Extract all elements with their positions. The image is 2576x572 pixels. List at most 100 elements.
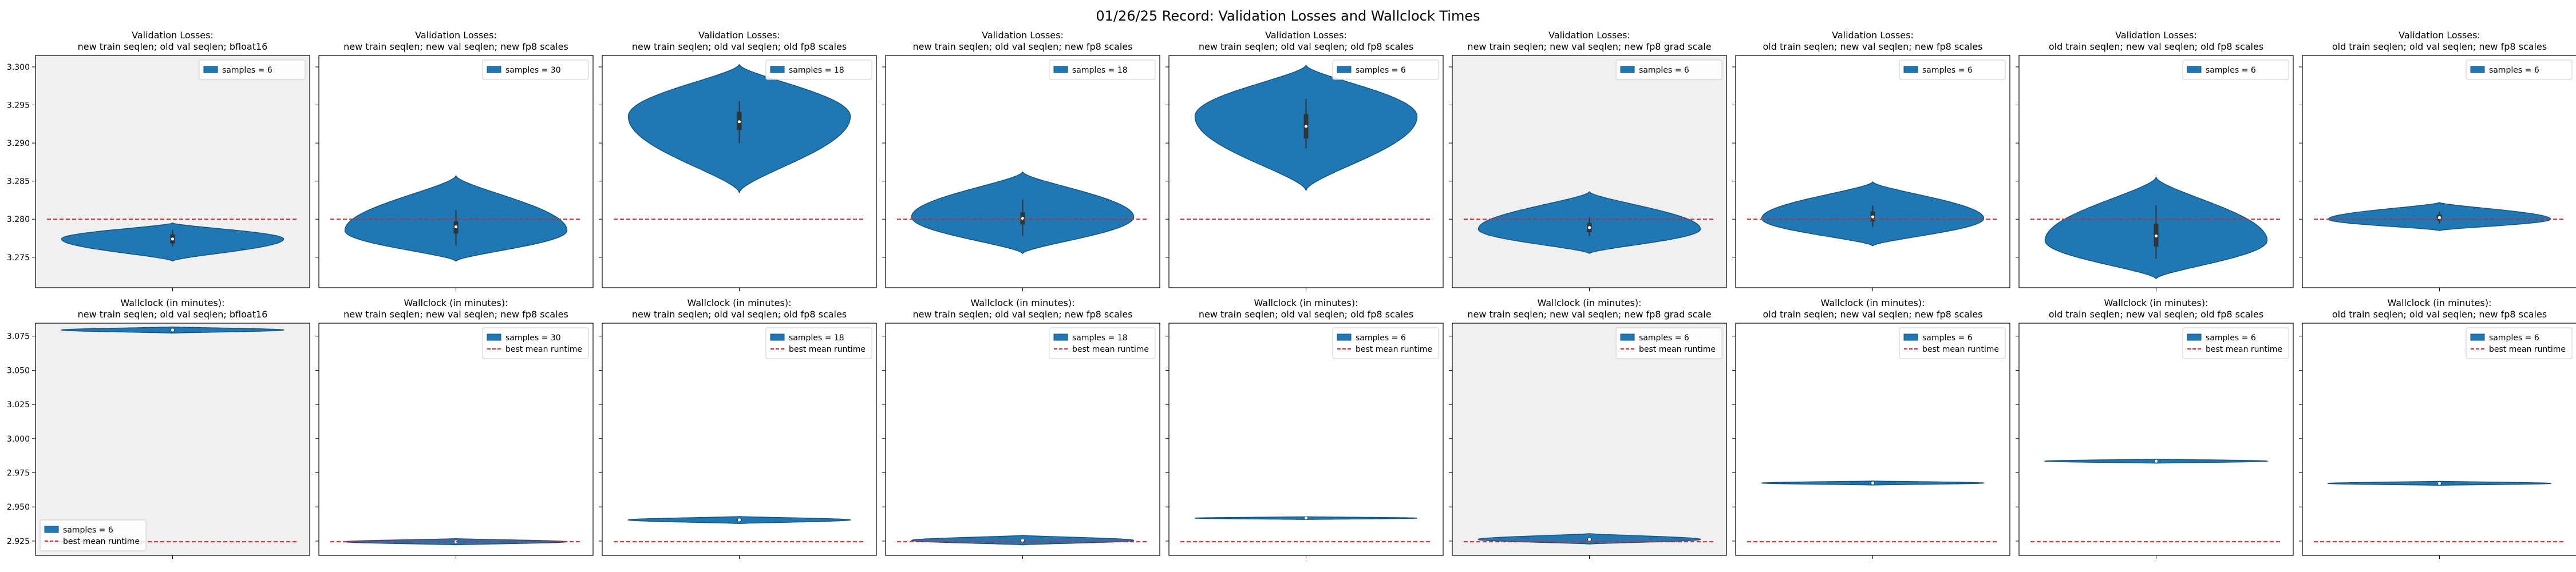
legend-box xyxy=(2466,59,2573,80)
panel-loss-9: Validation Losses:old train seqlen; old … xyxy=(2299,30,2576,291)
legend: samples = 6 best mean runtime xyxy=(39,519,147,551)
panel-subtitle: new train seqlen; old val seqlen; new fp… xyxy=(912,309,1132,320)
legend-label: samples = 6 xyxy=(2206,66,2256,75)
legend-label: samples = 6 xyxy=(2489,66,2539,75)
legend: samples = 6 best mean runtime xyxy=(1899,327,2006,359)
panel-subtitle: new train seqlen; old val seqlen; old fp… xyxy=(1199,309,1413,320)
legend-label: samples = 6 xyxy=(1639,333,1689,343)
panel-title: Validation Losses: xyxy=(982,30,1064,41)
panel-subtitle: old train seqlen; new val seqlen; new fp… xyxy=(1763,309,1982,320)
panel-title: Wallclock (in minutes): xyxy=(2104,297,2208,308)
legend-swatch-violin xyxy=(1337,333,1352,341)
legend: samples = 6 best mean runtime xyxy=(1332,327,1439,359)
violin-median xyxy=(1304,517,1308,520)
panel-title: Validation Losses: xyxy=(2399,30,2480,41)
legend: samples = 6 best mean runtime xyxy=(2182,327,2289,359)
panel-title: Validation Losses: xyxy=(1832,30,1914,41)
legend-box xyxy=(482,327,589,359)
legend: samples = 6 xyxy=(2466,59,2573,80)
panel-subtitle: new train seqlen; new val seqlen; new fp… xyxy=(343,41,568,52)
violin-median xyxy=(1587,226,1591,229)
violin-median xyxy=(2154,459,2158,463)
legend-swatch-violin xyxy=(770,66,785,73)
legend-swatch-violin xyxy=(770,333,785,341)
violin-median xyxy=(2437,216,2441,220)
legend-swatch-violin xyxy=(2470,333,2485,341)
legend-swatch-violin xyxy=(1620,66,1635,73)
legend: samples = 6 best mean runtime xyxy=(1615,327,1722,359)
legend-label: samples = 6 xyxy=(1639,66,1689,75)
panel-loss-8: Validation Losses:old train seqlen; new … xyxy=(2016,30,2294,291)
legend: samples = 6 xyxy=(1615,59,1722,80)
y-tick-label: 3.075 xyxy=(7,332,30,341)
legend-label: best mean runtime xyxy=(1922,345,1999,354)
panel-subtitle: new train seqlen; old val seqlen; old fp… xyxy=(632,41,847,52)
panel-title: Validation Losses: xyxy=(415,30,497,41)
legend-swatch-violin xyxy=(1903,66,1918,73)
panel-subtitle: new train seqlen; new val seqlen; new fp… xyxy=(1467,309,1711,320)
y-tick-label: 3.295 xyxy=(7,101,30,110)
panel-wallclock-8: Wallclock (in minutes):old train seqlen;… xyxy=(2016,297,2294,559)
plot-area xyxy=(886,323,1160,555)
legend-box xyxy=(765,327,872,359)
legend: samples = 6 xyxy=(1899,59,2006,80)
violin-median xyxy=(737,518,741,522)
violin-median xyxy=(454,225,458,229)
legend-label: samples = 6 xyxy=(63,526,113,535)
legend: samples = 6 best mean runtime xyxy=(2466,327,2573,359)
violin-median xyxy=(1871,481,1875,485)
legend-box xyxy=(1049,59,1156,80)
panel-wallclock-6: Wallclock (in minutes):new train seqlen;… xyxy=(1449,297,1727,559)
legend-label: samples = 6 xyxy=(1922,66,1973,75)
legend-label: samples = 6 xyxy=(1356,66,1406,75)
legend-box xyxy=(482,59,589,80)
legend-label: samples = 18 xyxy=(1072,66,1128,75)
violin-median xyxy=(171,237,175,241)
legend-swatch-violin xyxy=(2470,66,2485,73)
legend-swatch-violin xyxy=(1903,333,1918,341)
panel-loss-3: Validation Losses:new train seqlen; old … xyxy=(599,30,877,291)
y-tick-label: 3.300 xyxy=(7,63,30,72)
panel-subtitle: new train seqlen; new val seqlen; new fp… xyxy=(1467,41,1711,52)
violin-median xyxy=(1304,125,1308,128)
plot-area xyxy=(1452,323,1726,555)
plot-area xyxy=(1736,323,2010,555)
violin-median xyxy=(1021,539,1025,542)
legend-box xyxy=(1332,327,1439,359)
legend-label: best mean runtime xyxy=(789,345,866,354)
legend-label: samples = 6 xyxy=(1922,333,1973,343)
legend: samples = 6 xyxy=(2182,59,2289,80)
panel-subtitle: old train seqlen; old val seqlen; new fp… xyxy=(2332,41,2547,52)
legend-label: samples = 30 xyxy=(505,333,561,343)
legend-box xyxy=(765,59,872,80)
violin-median xyxy=(1871,215,1875,219)
panel-wallclock-3: Wallclock (in minutes):new train seqlen;… xyxy=(599,297,877,559)
y-tick-label: 2.975 xyxy=(7,469,30,478)
panel-title: Validation Losses: xyxy=(1265,30,1347,41)
panel-subtitle: new train seqlen; old val seqlen; bfloat… xyxy=(78,309,268,320)
panel-loss-2: Validation Losses:new train seqlen; new … xyxy=(315,30,594,291)
legend-label: samples = 6 xyxy=(2489,333,2539,343)
y-tick-label: 3.280 xyxy=(7,215,30,224)
legend-box xyxy=(1899,59,2006,80)
panel-wallclock-4: Wallclock (in minutes):new train seqlen;… xyxy=(882,297,1160,559)
panel-title: Wallclock (in minutes): xyxy=(688,297,792,308)
violin-median xyxy=(171,328,175,332)
legend-box xyxy=(1049,327,1156,359)
figure-title: 01/26/25 Record: Validation Losses and W… xyxy=(1096,8,1480,24)
panel-loss-1: Validation Losses:new train seqlen; old … xyxy=(7,30,310,291)
panel-title: Wallclock (in minutes): xyxy=(1538,297,1642,308)
legend-box xyxy=(39,519,147,551)
legend: samples = 30 best mean runtime xyxy=(482,327,589,359)
y-tick-label: 3.000 xyxy=(7,435,30,444)
panel-title: Wallclock (in minutes): xyxy=(2388,297,2492,308)
panel-title: Wallclock (in minutes): xyxy=(404,297,508,308)
legend-label: samples = 18 xyxy=(789,333,844,343)
legend-box xyxy=(1332,59,1439,80)
legend-box xyxy=(1615,59,1722,80)
legend-swatch-violin xyxy=(487,66,501,73)
panel-title: Validation Losses: xyxy=(132,30,214,41)
legend-label: best mean runtime xyxy=(63,537,140,546)
legend-label: samples = 6 xyxy=(1356,333,1406,343)
